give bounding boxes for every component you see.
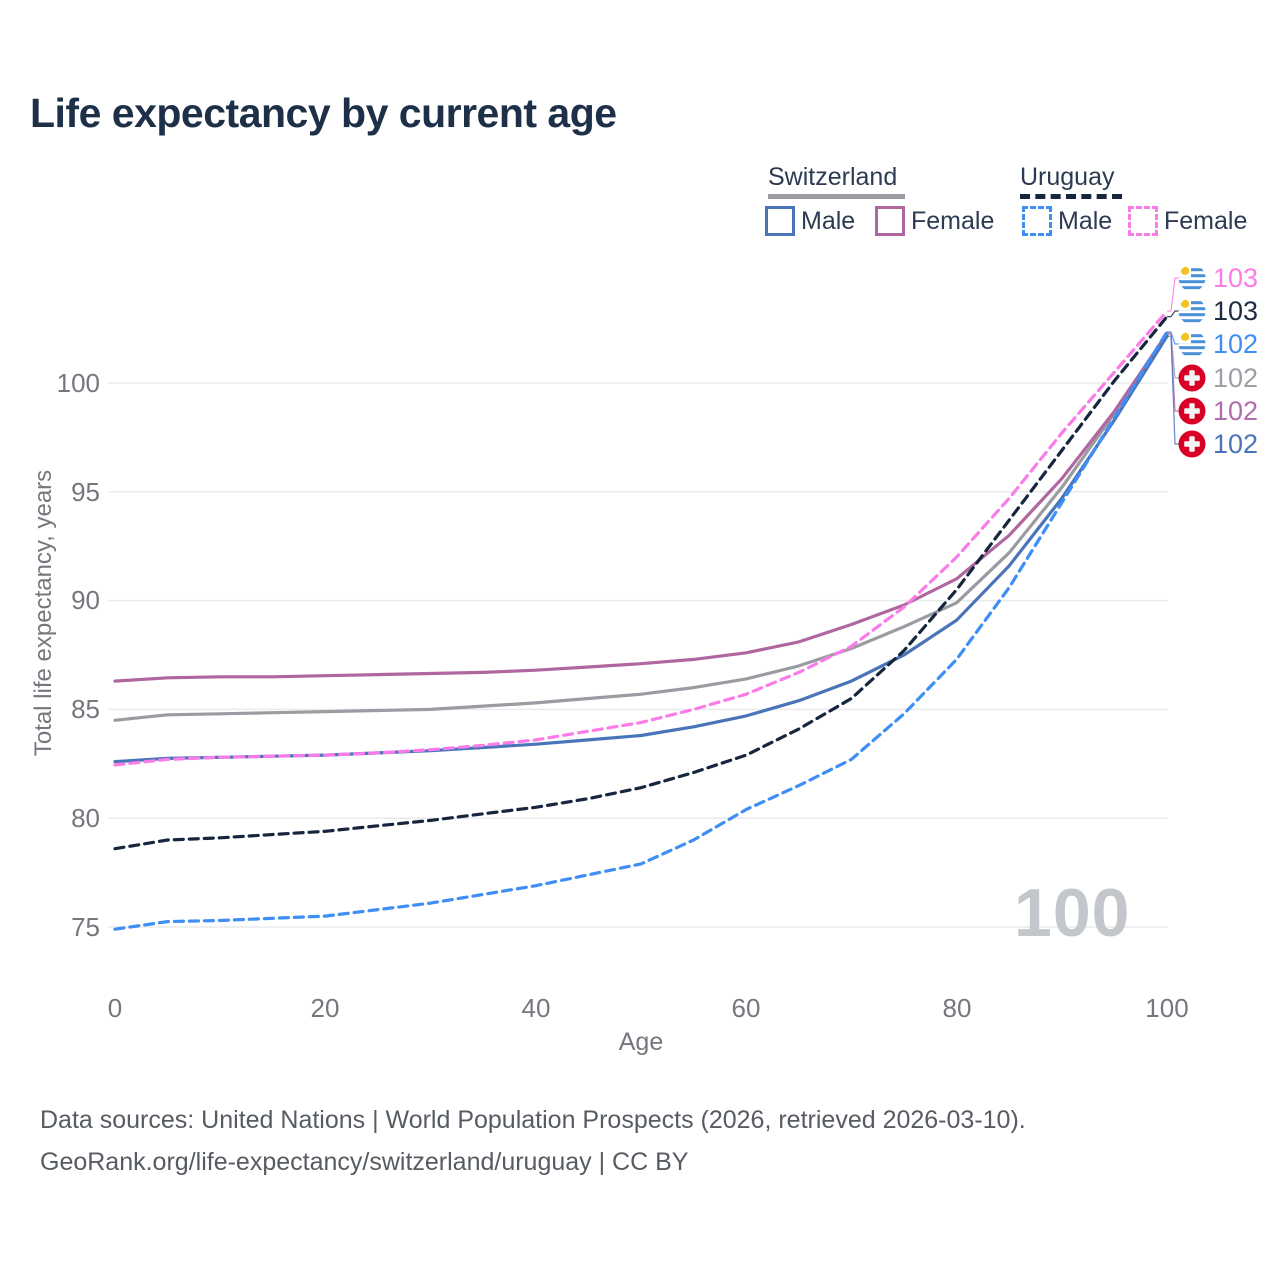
legend-label-uruguay-male[interactable]: Male xyxy=(1058,207,1113,235)
x-tick-100: 100 xyxy=(1145,993,1189,1023)
y-tick-80: 80 xyxy=(71,803,100,833)
switzerland-flag-icon xyxy=(1178,397,1206,425)
end-label-uruguay-all: 103 xyxy=(1178,296,1258,326)
legend-line-sample-switzerland xyxy=(768,194,905,199)
end-label-switzerland-all: 102 xyxy=(1178,363,1258,393)
data-sources-text: Data sources: United Nations | World Pop… xyxy=(40,1106,1026,1134)
attribution-text: GeoRank.org/life-expectancy/switzerland/… xyxy=(40,1148,689,1176)
end-label-value: 103 xyxy=(1213,263,1259,293)
series-line-uruguay-male xyxy=(113,330,1169,931)
legend-checkbox-uruguay-male[interactable] xyxy=(1022,206,1052,236)
legend-checkbox-uruguay-female[interactable] xyxy=(1128,206,1158,236)
legend-line-sample-uruguay xyxy=(1020,194,1122,199)
x-tick-60: 60 xyxy=(731,993,761,1023)
end-label-switzerland-male: 102 xyxy=(1178,429,1258,459)
switzerland-flag-icon xyxy=(1178,364,1206,392)
uruguay-flag-icon xyxy=(1178,264,1206,292)
end-label-uruguay-male: 102 xyxy=(1178,329,1258,359)
y-tick-90: 90 xyxy=(71,585,100,615)
legend-label-switzerland-male[interactable]: Male xyxy=(801,207,856,235)
series-line-switzerland-all xyxy=(113,331,1169,722)
x-tick-20: 20 xyxy=(310,993,340,1023)
y-tick-100: 100 xyxy=(56,368,100,398)
end-label-value: 102 xyxy=(1213,329,1259,359)
uruguay-flag-icon xyxy=(1178,330,1206,358)
legend-label-switzerland-female[interactable]: Female xyxy=(911,207,995,235)
end-label-value: 102 xyxy=(1213,363,1259,393)
x-tick-80: 80 xyxy=(942,993,972,1023)
end-label-value: 103 xyxy=(1213,296,1259,326)
switzerland-flag-icon xyxy=(1178,430,1206,458)
end-label-value: 102 xyxy=(1213,396,1259,426)
x-axis-title: Age xyxy=(618,1028,664,1056)
series-line-uruguay-all xyxy=(113,315,1169,851)
legend-country-uruguay: Uruguay xyxy=(1020,163,1115,191)
y-tick-95: 95 xyxy=(71,477,100,507)
age-counter-watermark: 100 xyxy=(1014,875,1131,951)
legend-label-uruguay-female[interactable]: Female xyxy=(1164,207,1248,235)
end-label-value: 102 xyxy=(1213,429,1259,459)
x-tick-0: 0 xyxy=(107,993,123,1023)
end-label-uruguay-female: 103 xyxy=(1178,263,1258,293)
legend-checkbox-switzerland-female[interactable] xyxy=(875,206,905,236)
series-line-switzerland-female xyxy=(113,332,1169,683)
y-tick-85: 85 xyxy=(71,694,100,724)
series-lines xyxy=(113,309,1169,931)
gridlines xyxy=(108,382,1168,928)
series-line-uruguay-female xyxy=(113,309,1169,767)
page-title: Life expectancy by current age xyxy=(30,90,617,136)
end-label-switzerland-female: 102 xyxy=(1178,396,1258,426)
series-line-switzerland-male xyxy=(113,334,1169,764)
legend-checkbox-switzerland-male[interactable] xyxy=(765,206,795,236)
y-tick-75: 75 xyxy=(71,912,100,942)
uruguay-flag-icon xyxy=(1178,297,1206,325)
y-axis-title: Total life expectancy, years xyxy=(30,469,57,757)
end-label-connectors xyxy=(1167,277,1180,445)
x-tick-40: 40 xyxy=(521,993,551,1023)
legend-country-switzerland: Switzerland xyxy=(768,163,898,191)
